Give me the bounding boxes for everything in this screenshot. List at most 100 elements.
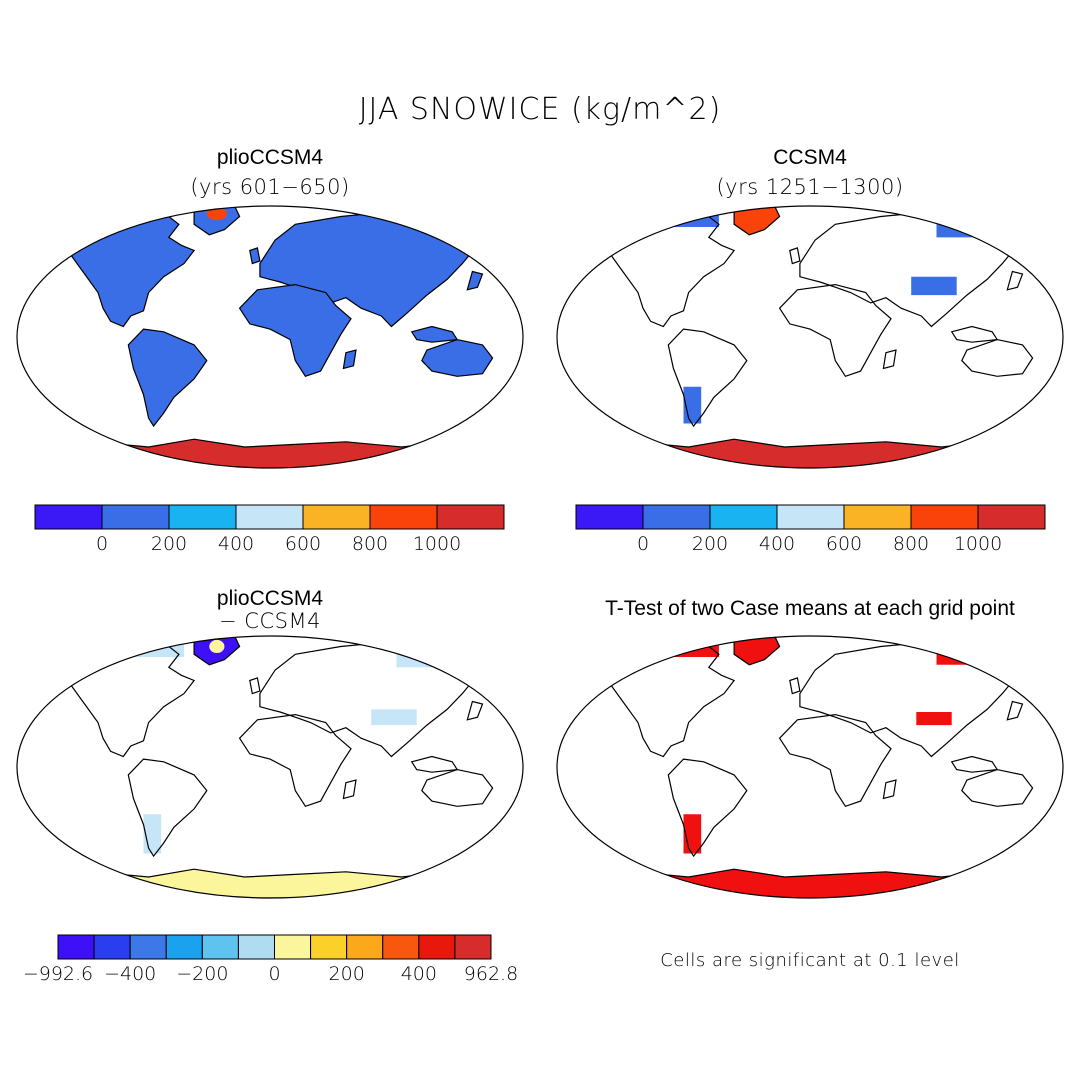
colorbar-ccsm4-box-6	[977, 504, 1046, 530]
colorbar-difference-box-0	[57, 934, 95, 960]
coastline-indonesia	[950, 325, 999, 343]
landmass-uk	[249, 247, 261, 265]
coastline-samerica	[127, 758, 208, 858]
coastline-samerica	[667, 328, 748, 428]
coastline-eurasia	[259, 640, 504, 758]
coastline-africa	[238, 713, 352, 808]
colorbar-difference-tick-label: 0	[268, 963, 281, 985]
map-plioccsm4	[16, 205, 524, 469]
panel-title-ccsm4: CCSM4	[773, 146, 847, 169]
figure-title: JJA SNOWICE (kg/m^2)	[358, 92, 722, 127]
map-plioccsm4-content	[17, 206, 523, 468]
panel-subtitle-diff: − CCSM4	[219, 609, 321, 633]
colorbar-difference-box-1	[93, 934, 131, 960]
landmass-australia	[421, 338, 494, 377]
colorbar-plioccsm4-box-2	[168, 504, 237, 530]
colorbar-difference-box-2	[129, 934, 167, 960]
greenland-diff-core	[209, 639, 225, 654]
colorbar-ccsm4	[575, 504, 1046, 530]
colorbar-ccsm4-tick-label: 200	[691, 533, 729, 555]
coastline-namerica	[571, 640, 736, 758]
coastline-namerica	[571, 210, 736, 328]
colorbar-plioccsm4-tick-label: 600	[284, 533, 322, 555]
colorbar-ccsm4-tick-label: 0	[636, 533, 650, 555]
landmass-antarctica	[17, 438, 523, 468]
landmass-namerica	[31, 210, 196, 328]
map-difference	[16, 635, 524, 899]
coastline-namerica	[31, 640, 196, 758]
colorbar-plioccsm4-tick-label: 800	[351, 533, 389, 555]
landmass-greenland	[733, 206, 781, 236]
coastline-australia	[961, 768, 1034, 807]
significance-note: Cells are significant at 0.1 level	[660, 950, 960, 971]
map-ttest	[556, 635, 1064, 899]
landmass-antarctica	[557, 868, 1063, 898]
panel-title-plio: plioCCSM4	[216, 146, 324, 169]
colorbar-plioccsm4	[34, 504, 505, 530]
arctic-snow-cover	[627, 211, 719, 227]
andes-diff-cells	[143, 814, 162, 854]
colorbar-plioccsm4-box-1	[101, 504, 170, 530]
colorbar-plioccsm4-box-3	[235, 504, 304, 530]
colorbar-difference-tick-label: 400	[400, 963, 437, 985]
coastline-africa	[778, 283, 892, 378]
colorbar-difference-tick-label: −992.6	[22, 963, 94, 985]
colorbar-ccsm4-tick-label: 1000	[953, 533, 1003, 555]
map-ccsm4-content	[557, 206, 1063, 468]
tibet-diff-cells	[371, 709, 417, 726]
colorbar-difference-tick-label: 962.8	[463, 963, 519, 985]
colorbar-plioccsm4-box-5	[369, 504, 438, 530]
colorbar-difference-tick-label: 200	[328, 963, 365, 985]
coastline-australia	[961, 338, 1034, 377]
colorbar-ccsm4-box-2	[709, 504, 778, 530]
tibet-sig-cells	[916, 712, 952, 726]
coastline-eurasia	[799, 640, 1044, 758]
colorbar-difference-box-10	[418, 934, 456, 960]
colorbar-ccsm4-box-4	[843, 504, 912, 530]
greenland-ice-cap	[206, 207, 227, 221]
colorbar-ccsm4-tick-label: 400	[758, 533, 796, 555]
coastline-japan	[1006, 700, 1024, 721]
colorbar-difference-box-6	[274, 934, 312, 960]
landmass-samerica	[127, 328, 208, 428]
colorbar-plioccsm4-tick-label: 0	[95, 533, 109, 555]
colorbar-difference-box-7	[310, 934, 348, 960]
landmass-indonesia	[410, 325, 459, 343]
colorbar-plioccsm4-box-0	[34, 504, 103, 530]
coastline-japan	[466, 700, 484, 721]
map-ttest-content	[557, 636, 1063, 898]
coastline-madagascar	[342, 779, 357, 800]
arctic-diff-cells	[87, 641, 184, 657]
coastline-uk	[789, 247, 801, 265]
tibet-snow-cover	[911, 276, 957, 296]
panel-title-diff: plioCCSM4	[216, 587, 324, 610]
colorbar-difference-box-4	[201, 934, 239, 960]
colorbar-difference-box-11	[454, 934, 492, 960]
landmass-antarctica	[17, 868, 523, 898]
map-ccsm4-frame	[556, 205, 1064, 469]
coastline-uk	[249, 677, 261, 695]
colorbar-difference-tick-label: −400	[104, 963, 157, 985]
andes-sig-cells	[683, 814, 702, 854]
colorbar-plioccsm4-tick-label: 400	[217, 533, 255, 555]
landmass-japan	[466, 270, 484, 291]
colorbar-plioccsm4-tick-label: 1000	[412, 533, 462, 555]
colorbar-ccsm4-tick-label: 800	[892, 533, 930, 555]
colorbar-difference-box-9	[382, 934, 420, 960]
coastline-indonesia	[410, 755, 459, 773]
coastline-africa	[778, 713, 892, 808]
map-ccsm4	[556, 205, 1064, 469]
colorbar-plioccsm4-box-6	[436, 504, 505, 530]
map-ttest-frame	[556, 635, 1064, 899]
landmass-africa	[238, 283, 352, 378]
siberia-snow-cover	[936, 212, 1043, 238]
colorbar-ccsm4-box-3	[776, 504, 845, 530]
coastline-madagascar	[882, 349, 897, 370]
siberia-diff-cells	[396, 642, 503, 668]
map-plioccsm4-frame	[16, 205, 524, 469]
coastline-samerica	[667, 758, 748, 858]
map-difference-content	[17, 636, 523, 898]
colorbar-plioccsm4-box-4	[302, 504, 371, 530]
coastline-australia	[421, 768, 494, 807]
